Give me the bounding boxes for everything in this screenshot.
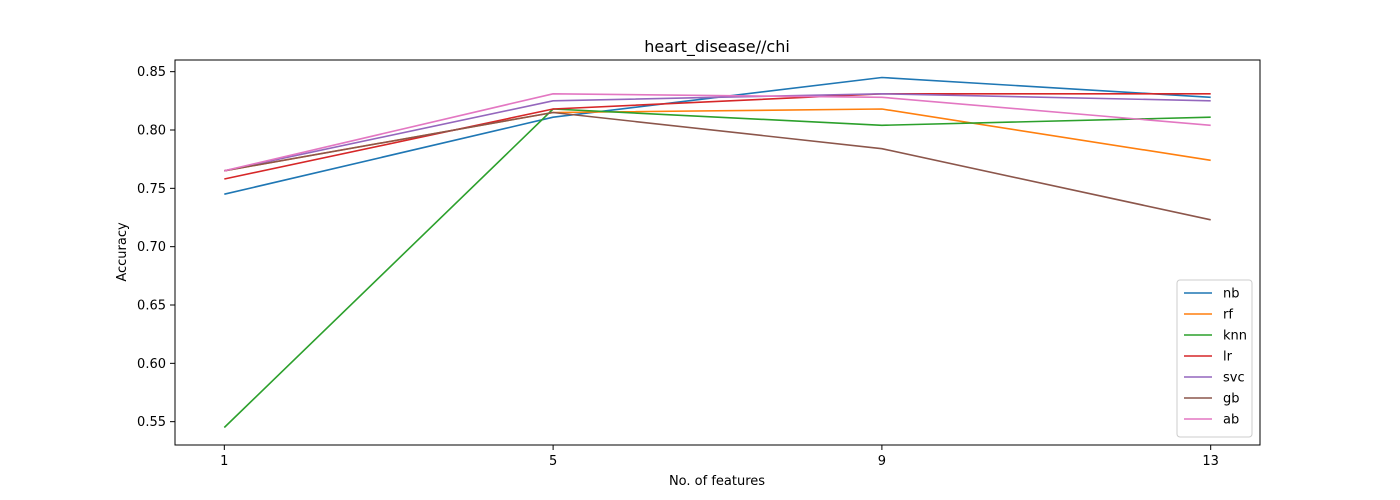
x-tick-label: 1 xyxy=(220,454,228,469)
plot-frame xyxy=(174,59,1261,446)
legend-label-gb: gb xyxy=(1223,392,1240,407)
series-line-ab xyxy=(224,93,1211,172)
y-tick-label: 0.75 xyxy=(137,182,166,197)
plot-area xyxy=(223,76,1211,429)
x-tick-label: 5 xyxy=(549,454,557,469)
y-axis: 0.55 0.60 0.65 0.70 0.75 0.80 0.85 xyxy=(137,65,175,430)
series-line-svc xyxy=(224,93,1211,172)
legend-label-ab: ab xyxy=(1223,413,1239,428)
y-tick-label: 0.70 xyxy=(137,240,166,255)
legend-box xyxy=(1176,279,1253,438)
x-axis: 1 5 9 13 xyxy=(220,445,1219,469)
x-axis-label: No. of features xyxy=(669,474,765,489)
y-axis-label: Accuracy xyxy=(115,222,130,282)
y-tick-label: 0.85 xyxy=(137,65,166,80)
legend: nb rf knn lr svc gb ab xyxy=(1176,279,1253,438)
y-tick-label: 0.65 xyxy=(137,299,166,314)
x-tick-label: 9 xyxy=(878,454,886,469)
legend-label-rf: rf xyxy=(1223,308,1233,323)
legend-label-lr: lr xyxy=(1223,350,1233,365)
series-line-knn xyxy=(223,108,1211,429)
y-tick-label: 0.80 xyxy=(137,124,166,139)
chart-title: heart_disease//chi xyxy=(644,37,790,57)
legend-label-nb: nb xyxy=(1223,287,1240,302)
series-line-lr xyxy=(224,93,1211,180)
y-tick-label: 0.60 xyxy=(137,357,166,372)
legend-label-knn: knn xyxy=(1223,329,1247,344)
y-tick-label: 0.55 xyxy=(137,415,166,430)
x-tick-label: 13 xyxy=(1202,454,1219,469)
series-line-gb xyxy=(224,111,1211,221)
legend-label-svc: svc xyxy=(1223,371,1245,386)
